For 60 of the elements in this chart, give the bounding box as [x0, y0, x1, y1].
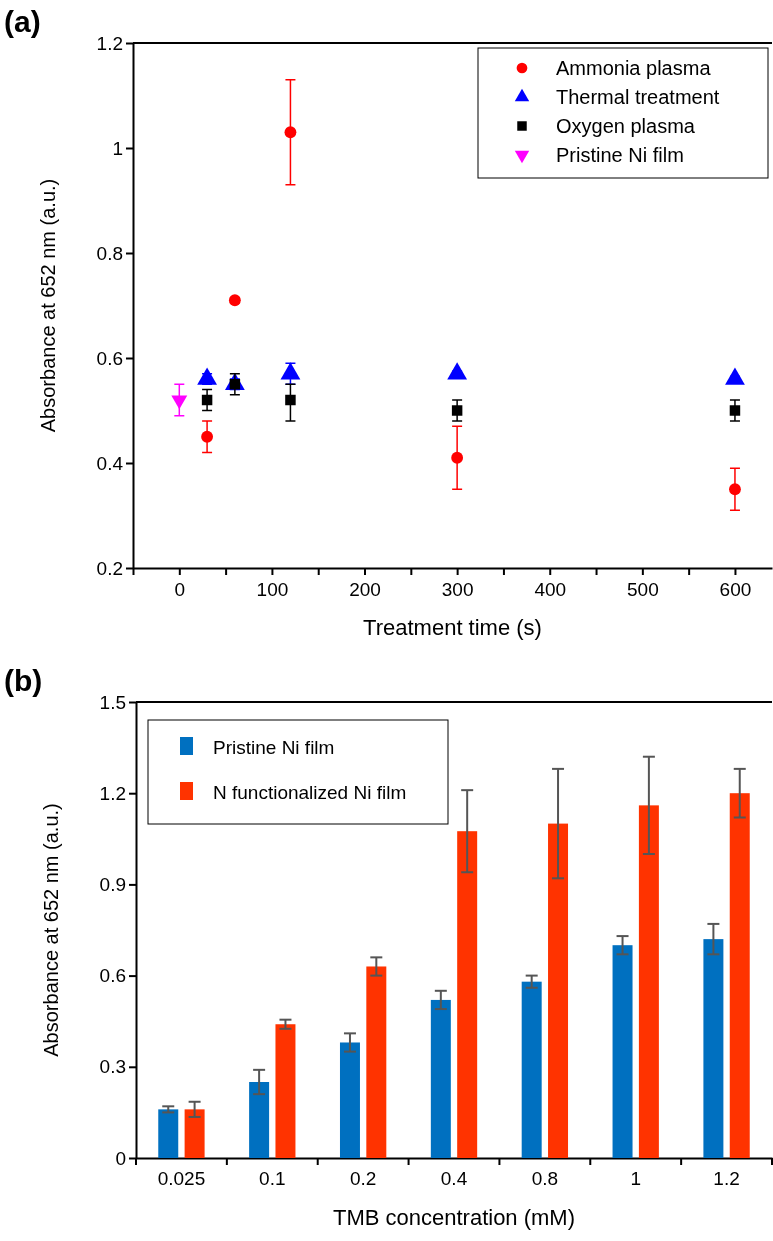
point	[201, 394, 213, 406]
bar	[457, 831, 478, 1158]
x-tick-label: 500	[627, 579, 659, 601]
x-axis-title: TMB concentration (mM)	[332, 1205, 576, 1230]
bar	[729, 793, 750, 1158]
legend-label: Thermal treatment	[556, 86, 720, 108]
y-axis-title: Absorbance at 652 nm (a.u.)	[37, 178, 59, 433]
point	[201, 430, 213, 443]
bar	[158, 1109, 179, 1158]
point	[729, 483, 741, 496]
x-tick-label: 600	[719, 579, 752, 601]
x-tick-label: 100	[256, 579, 289, 601]
bar	[521, 981, 542, 1158]
y-tick-label: 0	[115, 1147, 126, 1169]
point	[284, 126, 297, 139]
point	[285, 394, 296, 406]
point	[729, 405, 741, 416]
bar	[430, 999, 451, 1158]
y-tick-label: 0.4	[96, 452, 124, 474]
bar	[612, 945, 633, 1158]
x-tick-label: 0	[174, 579, 186, 601]
x-tick-label: 0.1	[259, 1168, 286, 1190]
x-tick-label: 0.8	[531, 1168, 559, 1190]
y-tick-label: 1.5	[99, 691, 126, 713]
x-tick-label: 200	[349, 579, 381, 601]
y-tick-label: 1.2	[99, 782, 126, 804]
y-tick-label: 0.8	[96, 242, 123, 264]
point	[451, 405, 463, 416]
legend-label: Oxygen plasma	[556, 115, 696, 137]
x-tick-label: 400	[534, 579, 567, 601]
y-tick-label: 0.9	[99, 873, 126, 895]
y-tick-label: 0.3	[99, 1056, 126, 1078]
bar	[638, 805, 659, 1158]
bar	[184, 1109, 205, 1158]
bar	[249, 1082, 270, 1158]
x-tick-label: 1.2	[713, 1168, 740, 1190]
legend-label: Ammonia plasma	[556, 57, 712, 79]
y-axis-title: Absorbance at 652 nm (a.u.)	[40, 803, 62, 1057]
y-tick-label: 0.2	[96, 557, 123, 579]
bar	[275, 1024, 296, 1158]
point	[451, 451, 464, 464]
x-tick-label: 0.025	[157, 1168, 206, 1190]
y-tick-label: 1	[112, 137, 123, 159]
text: (b)	[4, 664, 43, 697]
y-tick-label: 0.6	[99, 965, 126, 987]
x-tick-label: 0.2	[349, 1168, 377, 1190]
bar	[703, 939, 724, 1158]
legend-label: Pristine Ni film	[556, 144, 684, 166]
x-tick-label: 0.4	[440, 1168, 468, 1190]
text: (a)	[4, 5, 41, 38]
y-tick-label: 1.2	[96, 32, 123, 54]
bar	[366, 966, 387, 1158]
legend-label: Pristine Ni film	[213, 737, 335, 758]
x-tick-label: 300	[441, 579, 474, 601]
legend-label: N functionalized Ni film	[213, 782, 407, 803]
bar	[339, 1042, 360, 1158]
bar	[548, 823, 569, 1158]
x-axis-title: Treatment time (s)	[363, 615, 542, 640]
x-tick-label: 1	[630, 1168, 641, 1190]
y-tick-label: 0.6	[96, 347, 123, 369]
